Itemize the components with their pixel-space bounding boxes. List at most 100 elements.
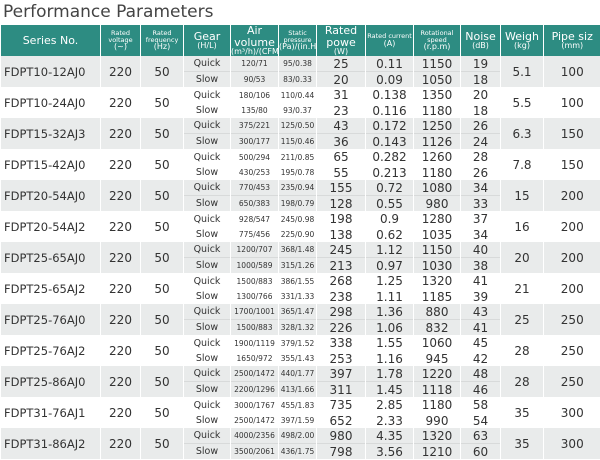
noise: 48 [460,366,501,382]
header-unit: (dB) [472,41,489,51]
rated-frequency: 50 [140,304,184,336]
weight: 21 [500,273,544,305]
static-pressure: 440/1.77 [278,366,317,382]
noise: 33 [460,195,501,212]
static-pressure: 413/1.66 [278,381,317,398]
rated-frequency: 50 [140,211,184,243]
rated-current: 0.138 [365,87,414,103]
series-no: FDPT31-86AJ2 [0,428,101,460]
rated-power: 253 [316,350,366,367]
rated-current: 0.213 [365,164,414,181]
noise: 46 [460,381,501,398]
table-row: Slow 650/383 198/0.79 128 0.55 980 33 [1,195,600,212]
table-row: FDPT15-32AJ3 220 50 Quick 375/221 125/0.50 43 0… [0,118,600,150]
static-pressure: 331/1.33 [278,288,317,305]
table-row: FDPT25-76AJ2 220 50 Quick 1900/1119 379/1.52 3… [0,335,600,367]
rated-current: 1.25 [365,273,414,289]
pipe-size: 250 [543,335,600,367]
air-volume: 1500/883 [230,319,279,336]
rated-current: 3.56 [365,443,414,460]
static-pressure: 355/1.43 [278,350,317,367]
gear: Slow [183,412,231,429]
static-pressure: 225/0.90 [278,226,317,243]
rotational-speed: 1260 [413,149,461,165]
noise: 54 [460,412,501,429]
rated-current: 1.45 [365,381,414,398]
pipe-size: 300 [543,397,600,429]
header-cell: Static pressure(Pa)/(in.H₂O) [278,25,317,57]
static-pressure: 386/1.55 [278,273,317,289]
rotational-speed: 1180 [413,164,461,181]
weight: 25 [500,304,544,336]
gear: Slow [183,164,231,181]
series-no: FDPT20-54AJ2 [0,211,101,243]
air-volume: 300/177 [230,133,279,150]
gear: Slow [183,257,231,274]
rotational-speed: 1060 [413,335,461,351]
header-cell: Rated voltage (~) [100,25,141,57]
noise: 39 [460,288,501,305]
table-row: FDPT15-42AJ0 220 50 Quick 500/294 211/0.85 65 0… [0,149,600,181]
header-unit: (Hz) [153,42,171,52]
rated-power: 311 [316,381,366,398]
header-cell: Series No. [0,25,101,57]
rated-current: 0.116 [365,102,414,119]
header-unit: (A) [383,38,396,48]
static-pressure: 195/0.78 [278,164,317,181]
pipe-size: 200 [543,242,600,274]
noise: 37 [460,211,501,227]
rated-voltage: 220 [100,56,141,88]
air-volume: 1700/1001 [230,304,279,320]
series-no: FDPT25-76AJ0 [0,304,101,336]
noise: 41 [460,273,501,289]
rated-power: 298 [316,304,366,320]
table-row: Slow 2200/1296 413/1.66 311 1.45 1118 46 [1,381,600,398]
rated-power: 20 [316,71,366,88]
noise: 24 [460,133,501,150]
rated-current: 1.16 [365,350,414,367]
series-no: FDPT15-32AJ3 [0,118,101,150]
rated-current: 0.62 [365,226,414,243]
rated-frequency: 50 [140,366,184,398]
gear: Quick [183,335,231,351]
noise: 18 [460,71,501,88]
rated-voltage: 220 [100,149,141,181]
air-volume: 1650/972 [230,350,279,367]
gear: Quick [183,397,231,413]
air-volume: 1900/1119 [230,335,279,351]
noise: 60 [460,443,501,460]
header-cell: Gear (H/L) [183,25,231,57]
series-no: FDPT10-24AJ0 [0,87,101,119]
rated-power: 198 [316,211,366,227]
rotational-speed: 1118 [413,381,461,398]
rated-power: 23 [316,102,366,119]
rotational-speed: 832 [413,319,461,336]
header-cell: Noise (dB) [460,25,501,57]
air-volume: 90/53 [230,71,279,88]
page-title: Performance Parameters [3,2,214,22]
noise: 20 [460,87,501,103]
rated-current: 1.12 [365,242,414,258]
rated-power: 155 [316,180,366,196]
header-label: Series No. [22,33,79,47]
rotational-speed: 1220 [413,366,461,382]
series-no: FDPT25-86AJ0 [0,366,101,398]
weight: 28 [500,366,544,398]
weight: 7.8 [500,149,544,181]
noise: 41 [460,319,501,336]
rated-voltage: 220 [100,273,141,305]
header-cell: Rotational speed (r.p.m) [413,25,461,57]
weight: 28 [500,335,544,367]
gear: Quick [183,56,231,72]
noise: 43 [460,304,501,320]
rotational-speed: 1180 [413,102,461,119]
pipe-size: 200 [543,273,600,305]
gear: Slow [183,71,231,88]
header-cell: Air volume (m³/h)/(CFM) [230,25,279,57]
header-unit: (m³/h)/(CFM) [231,47,279,57]
rotational-speed: 1030 [413,257,461,274]
table-row: Slow 2500/1472 397/1.59 652 2.33 990 54 [1,412,600,429]
rotational-speed: 980 [413,195,461,212]
gear: Slow [183,381,231,398]
rated-power: 338 [316,335,366,351]
